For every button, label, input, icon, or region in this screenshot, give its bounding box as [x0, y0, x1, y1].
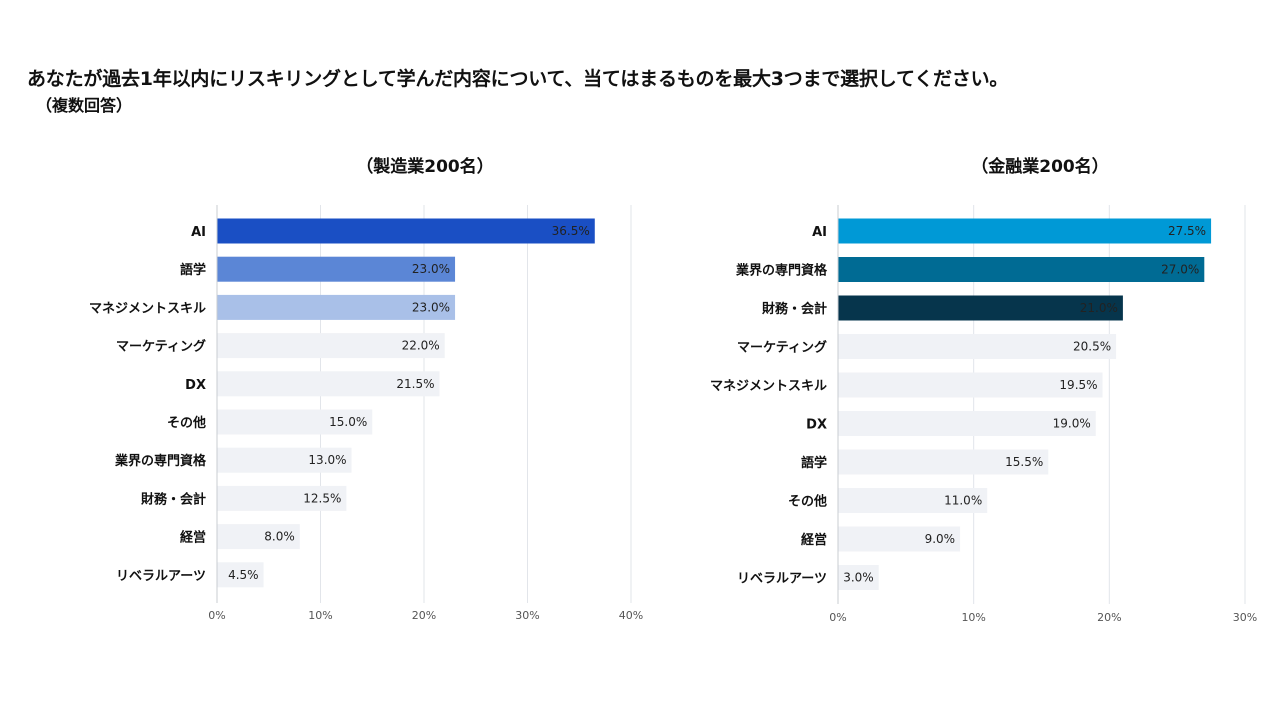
value-label: 21.5%: [396, 377, 434, 391]
bar: [217, 485, 347, 511]
bar: [217, 294, 456, 320]
bar: [217, 524, 300, 550]
category-label: 経営: [180, 530, 206, 546]
category-label: 業界の専門資格: [114, 453, 207, 469]
page-subtitle: （複数回答）: [36, 96, 133, 115]
x-tick-label: 0%: [208, 609, 225, 622]
value-label: 8.0%: [264, 530, 295, 544]
bar: [217, 218, 595, 244]
page-title: あなたが過去1年以内にリスキリングとして学んだ内容について、当てはまるものを最大…: [27, 68, 1009, 90]
category-label: AI: [191, 225, 206, 240]
category-label: マネジメントスキル: [89, 301, 206, 316]
x-tick-label: 40%: [619, 609, 643, 622]
bar: [217, 333, 445, 359]
category-label: 財務・会計: [140, 491, 206, 507]
x-tick-label: 10%: [308, 609, 332, 622]
category-label: 語学: [180, 262, 206, 278]
bar: [217, 447, 352, 473]
x-tick-label: 30%: [515, 609, 539, 622]
value-label: 13.0%: [308, 453, 346, 467]
bar: [217, 371, 440, 397]
value-label: 22.0%: [402, 339, 440, 353]
value-label: 23.0%: [412, 262, 450, 276]
category-label: マーケティング: [116, 339, 206, 355]
value-label: 12.5%: [303, 491, 341, 505]
bar: [217, 562, 264, 588]
category-label: リベラルアーツ: [116, 569, 206, 584]
bar: [217, 256, 456, 282]
value-label: 36.5%: [552, 224, 590, 238]
category-label: DX: [185, 378, 206, 393]
bar: [217, 409, 373, 435]
chart-title: （製造業200名）: [356, 156, 494, 177]
x-tick-label: 20%: [412, 609, 436, 622]
value-label: 23.0%: [412, 300, 450, 314]
value-label: 15.0%: [329, 415, 367, 429]
value-label: 4.5%: [228, 568, 259, 582]
category-label: その他: [167, 415, 206, 431]
